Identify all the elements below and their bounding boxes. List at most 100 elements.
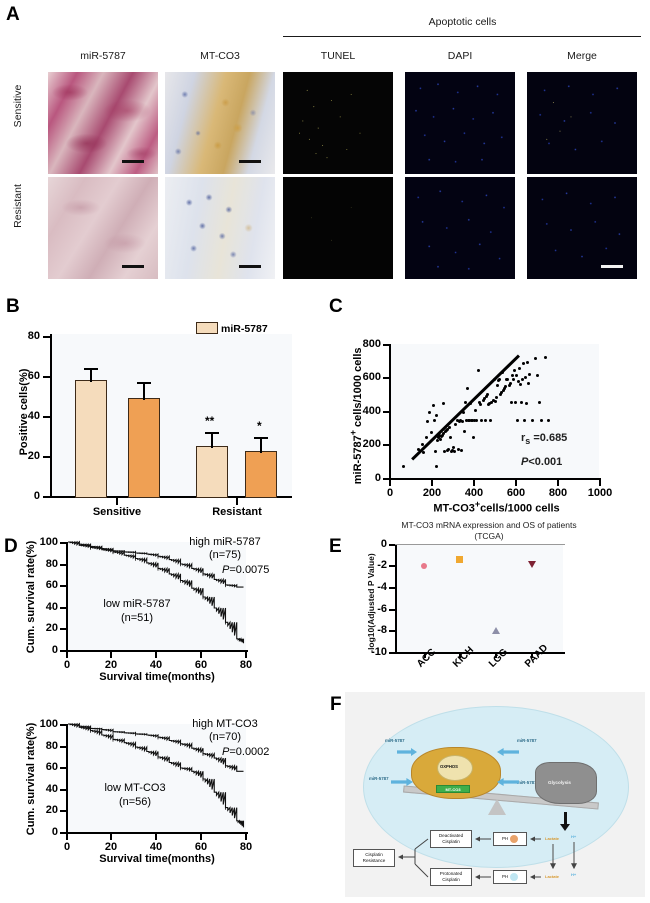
scatter-point xyxy=(453,449,457,453)
micrograph-sensitive-dapi xyxy=(405,72,515,174)
panel-a-letter: A xyxy=(6,4,20,25)
x-tick-acc xyxy=(424,652,426,658)
fulcrum xyxy=(488,799,506,815)
scale-bar xyxy=(122,265,144,268)
y-ticklabel-minus2: -2 xyxy=(377,559,387,571)
curve-label-low-n: (n=56) xyxy=(118,796,152,808)
scatter-point xyxy=(442,431,445,435)
arrow-mir-bottomright-icon xyxy=(497,778,519,786)
x-axis-title-superscript: + xyxy=(474,499,481,509)
micrograph-sensitive-mir5787 xyxy=(48,72,158,174)
scatter-point xyxy=(524,375,528,379)
arrow-mir-bottomleft-icon xyxy=(391,778,413,786)
micrograph-sensitive-mtco3 xyxy=(165,72,275,174)
y-tick-40 xyxy=(43,416,50,419)
y-ticklabel-60: 60 xyxy=(45,579,58,591)
scatter-point xyxy=(436,436,440,440)
row-label-sensitive: Sensitive xyxy=(12,84,24,128)
significance-mark-mtco3: * xyxy=(257,419,262,433)
scatter-point xyxy=(428,411,432,414)
x-ticklabel-80: 80 xyxy=(239,841,253,853)
arrow-mir-topright-icon xyxy=(497,748,519,756)
x-tick-800 xyxy=(557,480,560,486)
y-ticklabel-40: 40 xyxy=(27,410,40,422)
bar-resistant-mir5787 xyxy=(196,446,228,498)
micrograph-resistant-mtco3 xyxy=(165,177,275,279)
oxphos-label: OXPHOS xyxy=(440,764,458,769)
ph-label-upper: PH xyxy=(501,836,509,842)
cisplatin-resistance-label: Cisplatin Resistance xyxy=(362,852,386,863)
scatter-point xyxy=(485,392,489,396)
y-axis-line xyxy=(389,344,392,480)
lactate-label-upper: Lactate xyxy=(545,836,560,841)
survival-curves xyxy=(68,722,245,828)
panel-f-connectors xyxy=(398,836,577,880)
stat-pvalue-value: <0.001 xyxy=(528,456,563,468)
y-tick-60 xyxy=(43,376,50,379)
panel-b: B miR-5787 MT-CO3 0 20 40 60 80 Positive… xyxy=(0,296,325,518)
ph-indicator-acidic-icon xyxy=(510,835,519,843)
scatter-point xyxy=(434,414,438,418)
scatter-point xyxy=(512,369,516,373)
x-ticklabel-60: 60 xyxy=(194,841,208,853)
glycolysis-rock xyxy=(535,762,597,804)
y-ticklabel-minus10: -10 xyxy=(371,646,387,658)
plot-background xyxy=(397,544,563,652)
scatter-point xyxy=(537,400,541,404)
x-ticklabel-60: 60 xyxy=(194,659,208,671)
panel-c-letter: C xyxy=(329,296,343,317)
stat-spearman-symbol: r xyxy=(521,432,526,444)
y-ticklabel-minus4: -4 xyxy=(377,581,387,593)
scatter-point xyxy=(500,390,504,394)
x-axis-title-pre: MT-CO3 xyxy=(433,502,475,515)
scatter-point xyxy=(474,409,478,413)
column-header-merge: Merge xyxy=(567,50,597,62)
cisplatin-resistance-box: Cisplatin Resistance xyxy=(353,849,395,867)
scatter-point xyxy=(455,418,459,422)
x-tick-80 xyxy=(245,652,247,658)
ph-box-upper: PH xyxy=(493,832,527,846)
bar-resistant-mtco3 xyxy=(245,451,277,498)
protonated-cisplatin-label: Protonated Cisplatin xyxy=(439,871,463,882)
scatter-point xyxy=(526,360,530,364)
x-axis-line xyxy=(66,650,248,653)
x-tick-sensitive xyxy=(116,498,119,505)
scatter-point xyxy=(438,437,442,441)
scatter-point xyxy=(463,400,467,404)
scatter-point xyxy=(425,436,429,440)
x-ticklabel-80: 80 xyxy=(239,659,253,671)
scatter-point xyxy=(437,434,441,438)
y-tick-minus6 xyxy=(389,609,395,611)
y-axis-line xyxy=(395,544,397,654)
x-tick-kich xyxy=(459,652,461,658)
x-tick-lgg xyxy=(495,652,497,658)
x-tick-paad xyxy=(531,652,533,658)
x-axis-title: Survival time(months) xyxy=(99,853,215,865)
y-ticklabel-80: 80 xyxy=(45,740,58,752)
curve-label-high-n: (n=75) xyxy=(208,549,242,561)
x-ticklabel-20: 20 xyxy=(104,841,118,853)
survival-curves xyxy=(68,540,245,644)
y-ticklabel-800: 800 xyxy=(362,338,381,350)
mir5787-label-bottomleft: miR-5787 xyxy=(369,776,389,781)
stat-pvalue-value: =0.0075 xyxy=(229,564,270,576)
panel-d-top: D 0 20 40 60 80 100 Cum. survival rate(%… xyxy=(0,518,325,688)
y-ticklabel-0: 0 xyxy=(51,644,58,656)
scatter-point xyxy=(462,430,466,434)
scatter-point xyxy=(417,447,421,451)
x-tick-60 xyxy=(200,652,202,658)
x-axis-line xyxy=(389,478,601,481)
x-tick-20 xyxy=(110,652,112,658)
y-ticklabel-20: 20 xyxy=(27,450,40,462)
scatter-point xyxy=(502,389,506,393)
scatter-point xyxy=(456,447,460,451)
scatter-point xyxy=(520,400,523,404)
scatter-point xyxy=(522,362,526,366)
y-tick-minus8 xyxy=(389,630,395,632)
scale-bar xyxy=(239,265,261,268)
micrograph-resistant-dapi xyxy=(405,177,515,279)
y-ticklabel-100: 100 xyxy=(39,718,58,730)
scatter-point xyxy=(503,386,507,390)
scatter-point xyxy=(508,381,512,385)
y-ticklabel-80: 80 xyxy=(45,558,58,570)
